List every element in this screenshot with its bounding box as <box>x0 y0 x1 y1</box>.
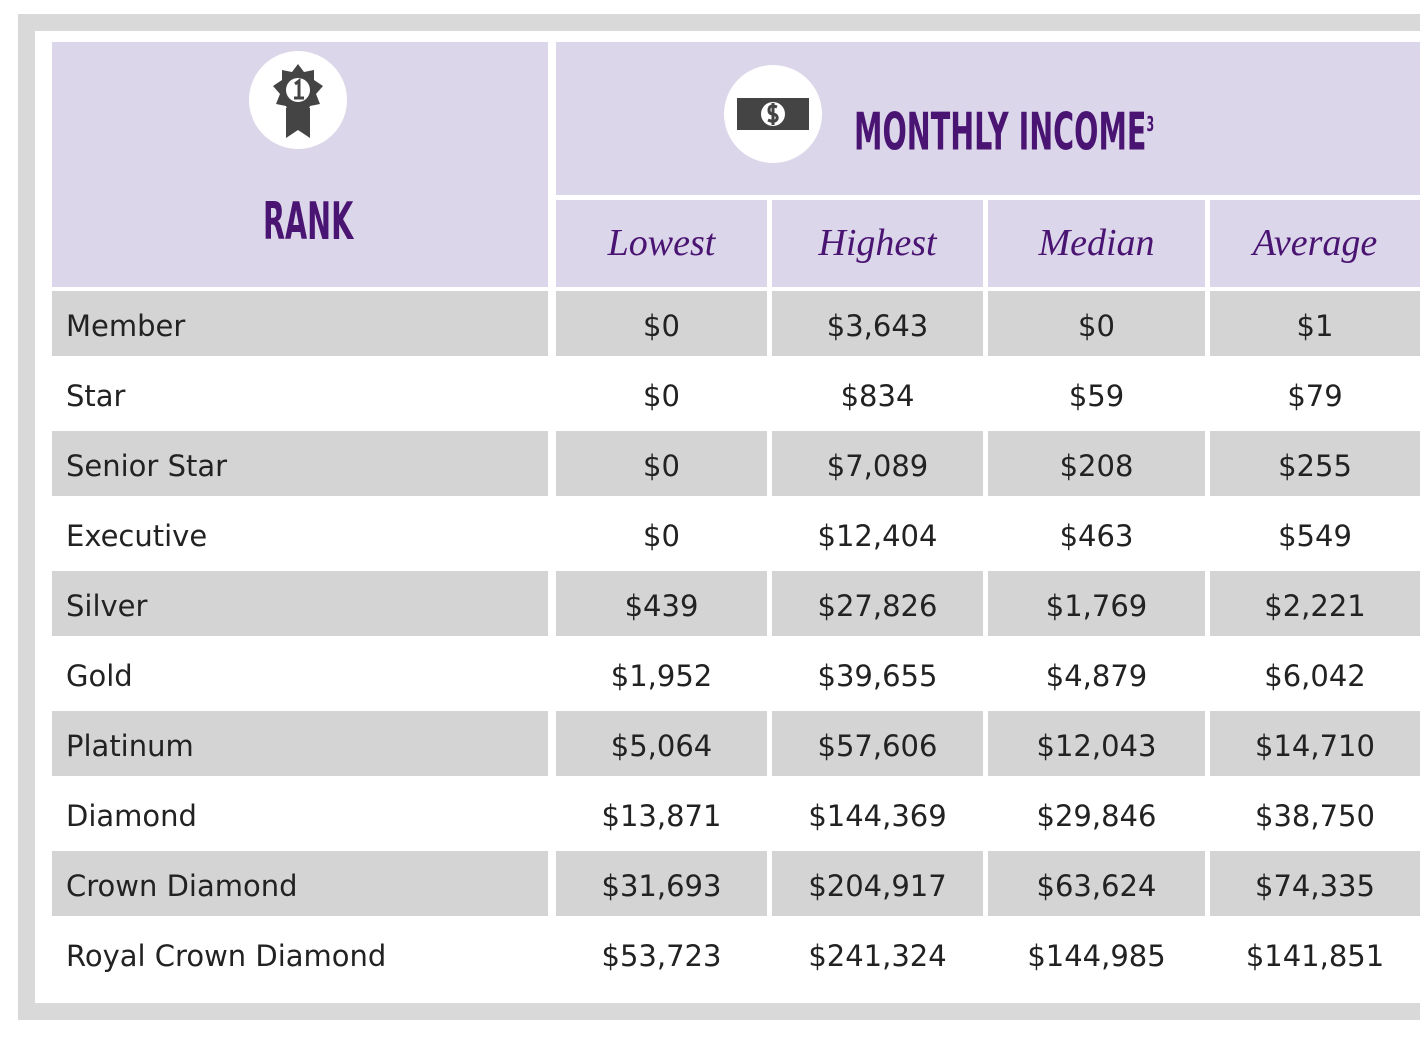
rank-cell-bg <box>52 711 548 776</box>
rank-label: Royal Crown Diamond <box>66 939 387 973</box>
income-title-wrap: MONTHLY INCOME3 <box>854 92 1400 162</box>
value-cell: $29,846 <box>1036 799 1157 833</box>
value-cell: $141,851 <box>1245 939 1385 973</box>
value-cell: $1 <box>1210 291 1420 356</box>
column-header: Median <box>988 200 1205 287</box>
value-cell: $4,879 <box>1045 659 1148 693</box>
value-cell: $241,324 <box>808 939 947 973</box>
column-header: Highest <box>772 200 983 287</box>
value-cell: $2,221 <box>1210 571 1420 636</box>
income-title-text: MONTHLY INCOME <box>854 102 1147 163</box>
value-cell: $39,655 <box>817 659 938 693</box>
value-cell: $255 <box>1210 431 1420 496</box>
value-cell: $1,952 <box>610 659 713 693</box>
rank-label: Silver <box>66 589 148 623</box>
rank-label: Platinum <box>66 729 194 763</box>
rank-cell-bg <box>52 851 548 916</box>
value-cell: $5,064 <box>556 711 767 776</box>
footnote-mark: 3 <box>1146 112 1155 136</box>
money-icon <box>724 65 822 163</box>
value-cell: $13,871 <box>601 799 722 833</box>
rank-icon <box>249 51 347 149</box>
rank-label: Star <box>66 379 126 413</box>
value-cell: $3,643 <box>772 291 983 356</box>
value-cell: $0 <box>556 291 767 356</box>
rank-cell-bg <box>52 431 548 496</box>
value-cell: $53,723 <box>601 939 722 973</box>
value-cell: $12,043 <box>988 711 1205 776</box>
value-cell: $14,710 <box>1210 711 1420 776</box>
rank-label: Senior Star <box>66 449 228 483</box>
rank-label: Crown Diamond <box>66 869 298 903</box>
value-cell: $144,985 <box>1027 939 1166 973</box>
value-cell: $0 <box>556 431 767 496</box>
value-cell: $549 <box>1278 519 1352 553</box>
value-cell: $79 <box>1287 379 1343 413</box>
rank-title: RANK <box>263 192 354 252</box>
rank-label: Gold <box>66 659 133 693</box>
rank-cell-bg <box>52 291 548 356</box>
value-cell: $6,042 <box>1264 659 1366 693</box>
value-cell: $7,089 <box>772 431 983 496</box>
rank-label: Executive <box>66 519 208 553</box>
value-cell: $834 <box>840 379 915 413</box>
rank-label: Member <box>66 309 186 343</box>
value-cell: $0 <box>988 291 1205 356</box>
column-header: Average <box>1210 200 1420 287</box>
value-cell: $31,693 <box>556 851 767 916</box>
value-cell: $27,826 <box>772 571 983 636</box>
rank-cell-bg <box>52 571 548 636</box>
value-cell: $74,335 <box>1210 851 1420 916</box>
value-cell: $57,606 <box>772 711 983 776</box>
value-cell: $12,404 <box>817 519 938 553</box>
rank-label: Diamond <box>66 799 197 833</box>
column-header: Lowest <box>556 200 767 287</box>
value-cell: $439 <box>556 571 767 636</box>
value-cell: $59 <box>1068 379 1125 413</box>
value-cell: $204,917 <box>772 851 983 916</box>
income-header <box>556 42 1420 195</box>
value-cell: $38,750 <box>1255 799 1375 833</box>
value-cell: $1,769 <box>988 571 1205 636</box>
value-cell: $0 <box>643 519 680 553</box>
value-cell: $463 <box>1059 519 1134 553</box>
income-title: MONTHLY INCOME3 <box>854 92 1154 164</box>
value-cell: $63,624 <box>988 851 1205 916</box>
value-cell: $0 <box>643 379 680 413</box>
value-cell: $144,369 <box>808 799 947 833</box>
value-cell: $208 <box>988 431 1205 496</box>
